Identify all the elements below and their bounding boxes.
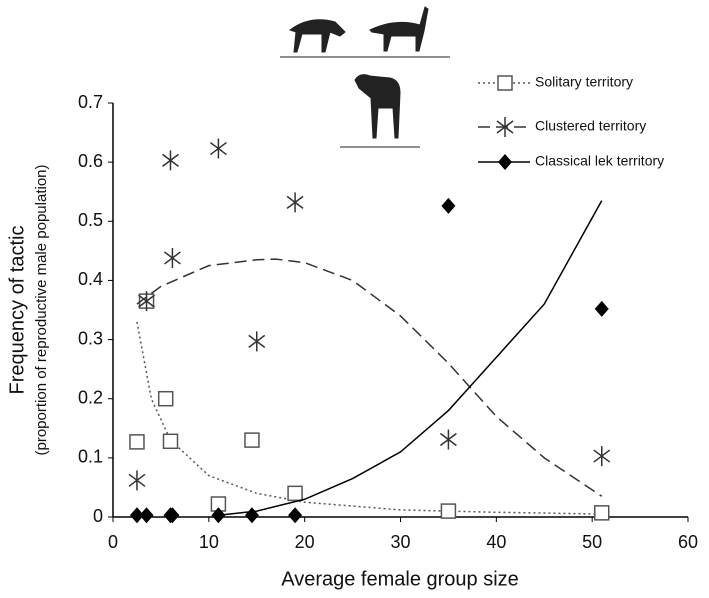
x-tick-label: 50 <box>582 532 602 552</box>
x-tick-label: 0 <box>108 532 118 552</box>
diamond-marker <box>165 507 180 524</box>
asterisk-marker <box>163 247 181 268</box>
y-tick-label: 0 <box>93 506 103 526</box>
y-axis-label: Frequency of tactic <box>6 226 28 395</box>
legend-label: Clustered territory <box>535 118 646 134</box>
diamond-marker <box>288 507 303 524</box>
x-tick-label: 20 <box>295 532 315 552</box>
diamond-marker <box>441 197 456 214</box>
legend-label: Solitary territory <box>535 74 633 90</box>
x-axis-label: Average female group size <box>281 568 519 590</box>
y-tick-label: 0.4 <box>78 269 103 289</box>
x-tick-label: 30 <box>390 532 410 552</box>
fit-curve <box>136 321 602 515</box>
diamond-marker <box>139 507 154 524</box>
x-tick-label: 40 <box>486 532 506 552</box>
y-tick-label: 0.5 <box>78 210 103 230</box>
legend-label: Classical lek territory <box>535 153 664 169</box>
square-marker <box>129 434 145 450</box>
asterisk-marker <box>209 138 227 159</box>
asterisk-marker <box>162 150 179 171</box>
y-tick-label: 0.7 <box>78 92 103 112</box>
asterisk-marker <box>593 446 611 467</box>
y-tick-label: 0.1 <box>78 447 103 467</box>
asterisk-marker <box>138 291 155 312</box>
antelope-illustration <box>280 6 450 148</box>
diamond-marker <box>498 154 512 170</box>
square-marker <box>594 505 610 521</box>
square-marker <box>497 75 513 91</box>
y-axis-label: (proportion of reproductive male populat… <box>33 164 50 455</box>
y-tick-label: 0.2 <box>78 387 103 407</box>
square-marker <box>440 503 457 519</box>
asterisk-marker <box>248 331 266 352</box>
asterisk-marker <box>439 429 457 450</box>
diamond-marker <box>244 507 259 524</box>
x-tick-label: 60 <box>678 532 698 552</box>
diamond-marker <box>594 300 609 317</box>
diamond-marker <box>211 507 226 524</box>
y-tick-label: 0.3 <box>78 328 103 348</box>
asterisk-marker <box>496 117 514 137</box>
fit-curve <box>136 258 603 497</box>
y-tick-label: 0.6 <box>78 151 103 171</box>
fit-curve <box>218 200 603 516</box>
square-marker <box>244 432 260 448</box>
x-tick-label: 10 <box>199 532 219 552</box>
asterisk-marker <box>128 470 146 491</box>
asterisk-marker <box>286 192 304 213</box>
diamond-marker <box>129 507 144 524</box>
square-marker <box>162 433 179 450</box>
square-marker <box>287 485 303 502</box>
square-marker <box>157 390 174 407</box>
